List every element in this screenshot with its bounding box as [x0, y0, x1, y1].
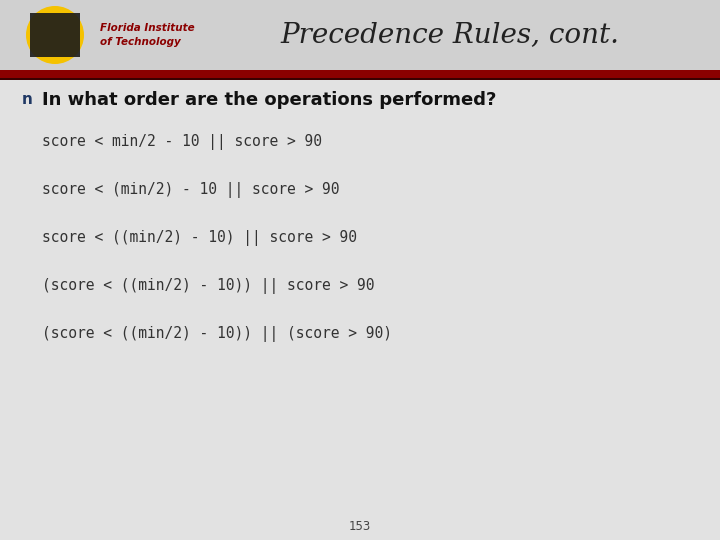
Text: (score < ((min/2) - 10)) || (score > 90): (score < ((min/2) - 10)) || (score > 90) — [42, 326, 392, 342]
Text: score < min/2 - 10 || score > 90: score < min/2 - 10 || score > 90 — [42, 134, 322, 150]
Text: score < (min/2) - 10 || score > 90: score < (min/2) - 10 || score > 90 — [42, 182, 340, 198]
Text: score < ((min/2) - 10) || score > 90: score < ((min/2) - 10) || score > 90 — [42, 230, 357, 246]
Bar — [0, 78, 720, 80]
Text: n: n — [22, 92, 33, 107]
Text: 153: 153 — [349, 519, 371, 532]
Text: Precedence Rules, cont.: Precedence Rules, cont. — [281, 22, 619, 49]
Text: of Technology: of Technology — [100, 37, 181, 47]
Bar — [30, 13, 80, 57]
Text: In what order are the operations performed?: In what order are the operations perform… — [42, 91, 496, 109]
Bar — [0, 0, 720, 70]
Text: (score < ((min/2) - 10)) || score > 90: (score < ((min/2) - 10)) || score > 90 — [42, 278, 374, 294]
Ellipse shape — [26, 6, 84, 64]
Bar — [0, 70, 720, 78]
Text: Florida Institute: Florida Institute — [100, 23, 194, 33]
